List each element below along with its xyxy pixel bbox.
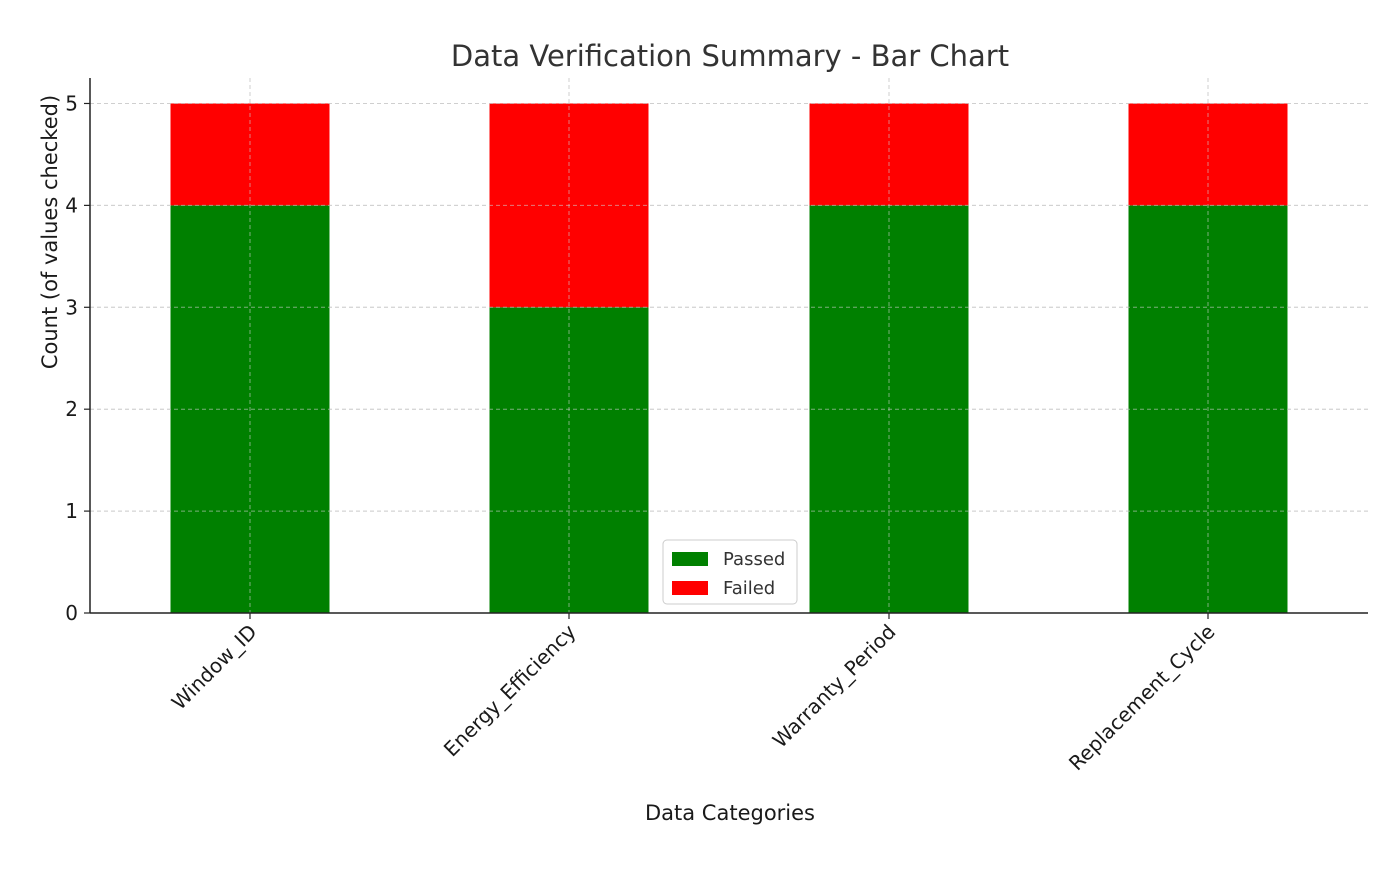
y-tick-label: 2 (65, 397, 78, 421)
chart-title: Data Verification Summary - Bar Chart (451, 39, 1009, 73)
y-tick-label: 4 (65, 193, 78, 217)
y-axis-label: Count (of values checked) (38, 95, 62, 369)
legend-label-failed: Failed (723, 578, 775, 599)
bars (90, 78, 1368, 614)
axes (89, 78, 1368, 614)
x-ticks: Window_ID Energy_Efficiency Warranty_Perio… (167, 613, 1220, 775)
legend: Passed Failed (662, 539, 798, 605)
y-tick-label: 1 (65, 499, 78, 523)
y-tick-label: 3 (65, 295, 78, 319)
y-tick-label: 0 (65, 601, 78, 625)
legend-label-passed: Passed (723, 549, 785, 570)
x-tick-label: Replacement_Cycle (1064, 620, 1220, 776)
legend-swatch-passed (672, 552, 708, 566)
y-ticks: 0 1 2 3 4 5 (65, 91, 90, 625)
x-tick-label: Window_ID (167, 620, 262, 715)
x-tick-label: Warranty_Period (768, 620, 901, 753)
x-axis-label: Data Categories (645, 801, 815, 825)
legend-swatch-failed (672, 581, 708, 595)
x-tick-label: Energy_Efficiency (439, 619, 581, 761)
y-tick-label: 5 (65, 91, 78, 115)
